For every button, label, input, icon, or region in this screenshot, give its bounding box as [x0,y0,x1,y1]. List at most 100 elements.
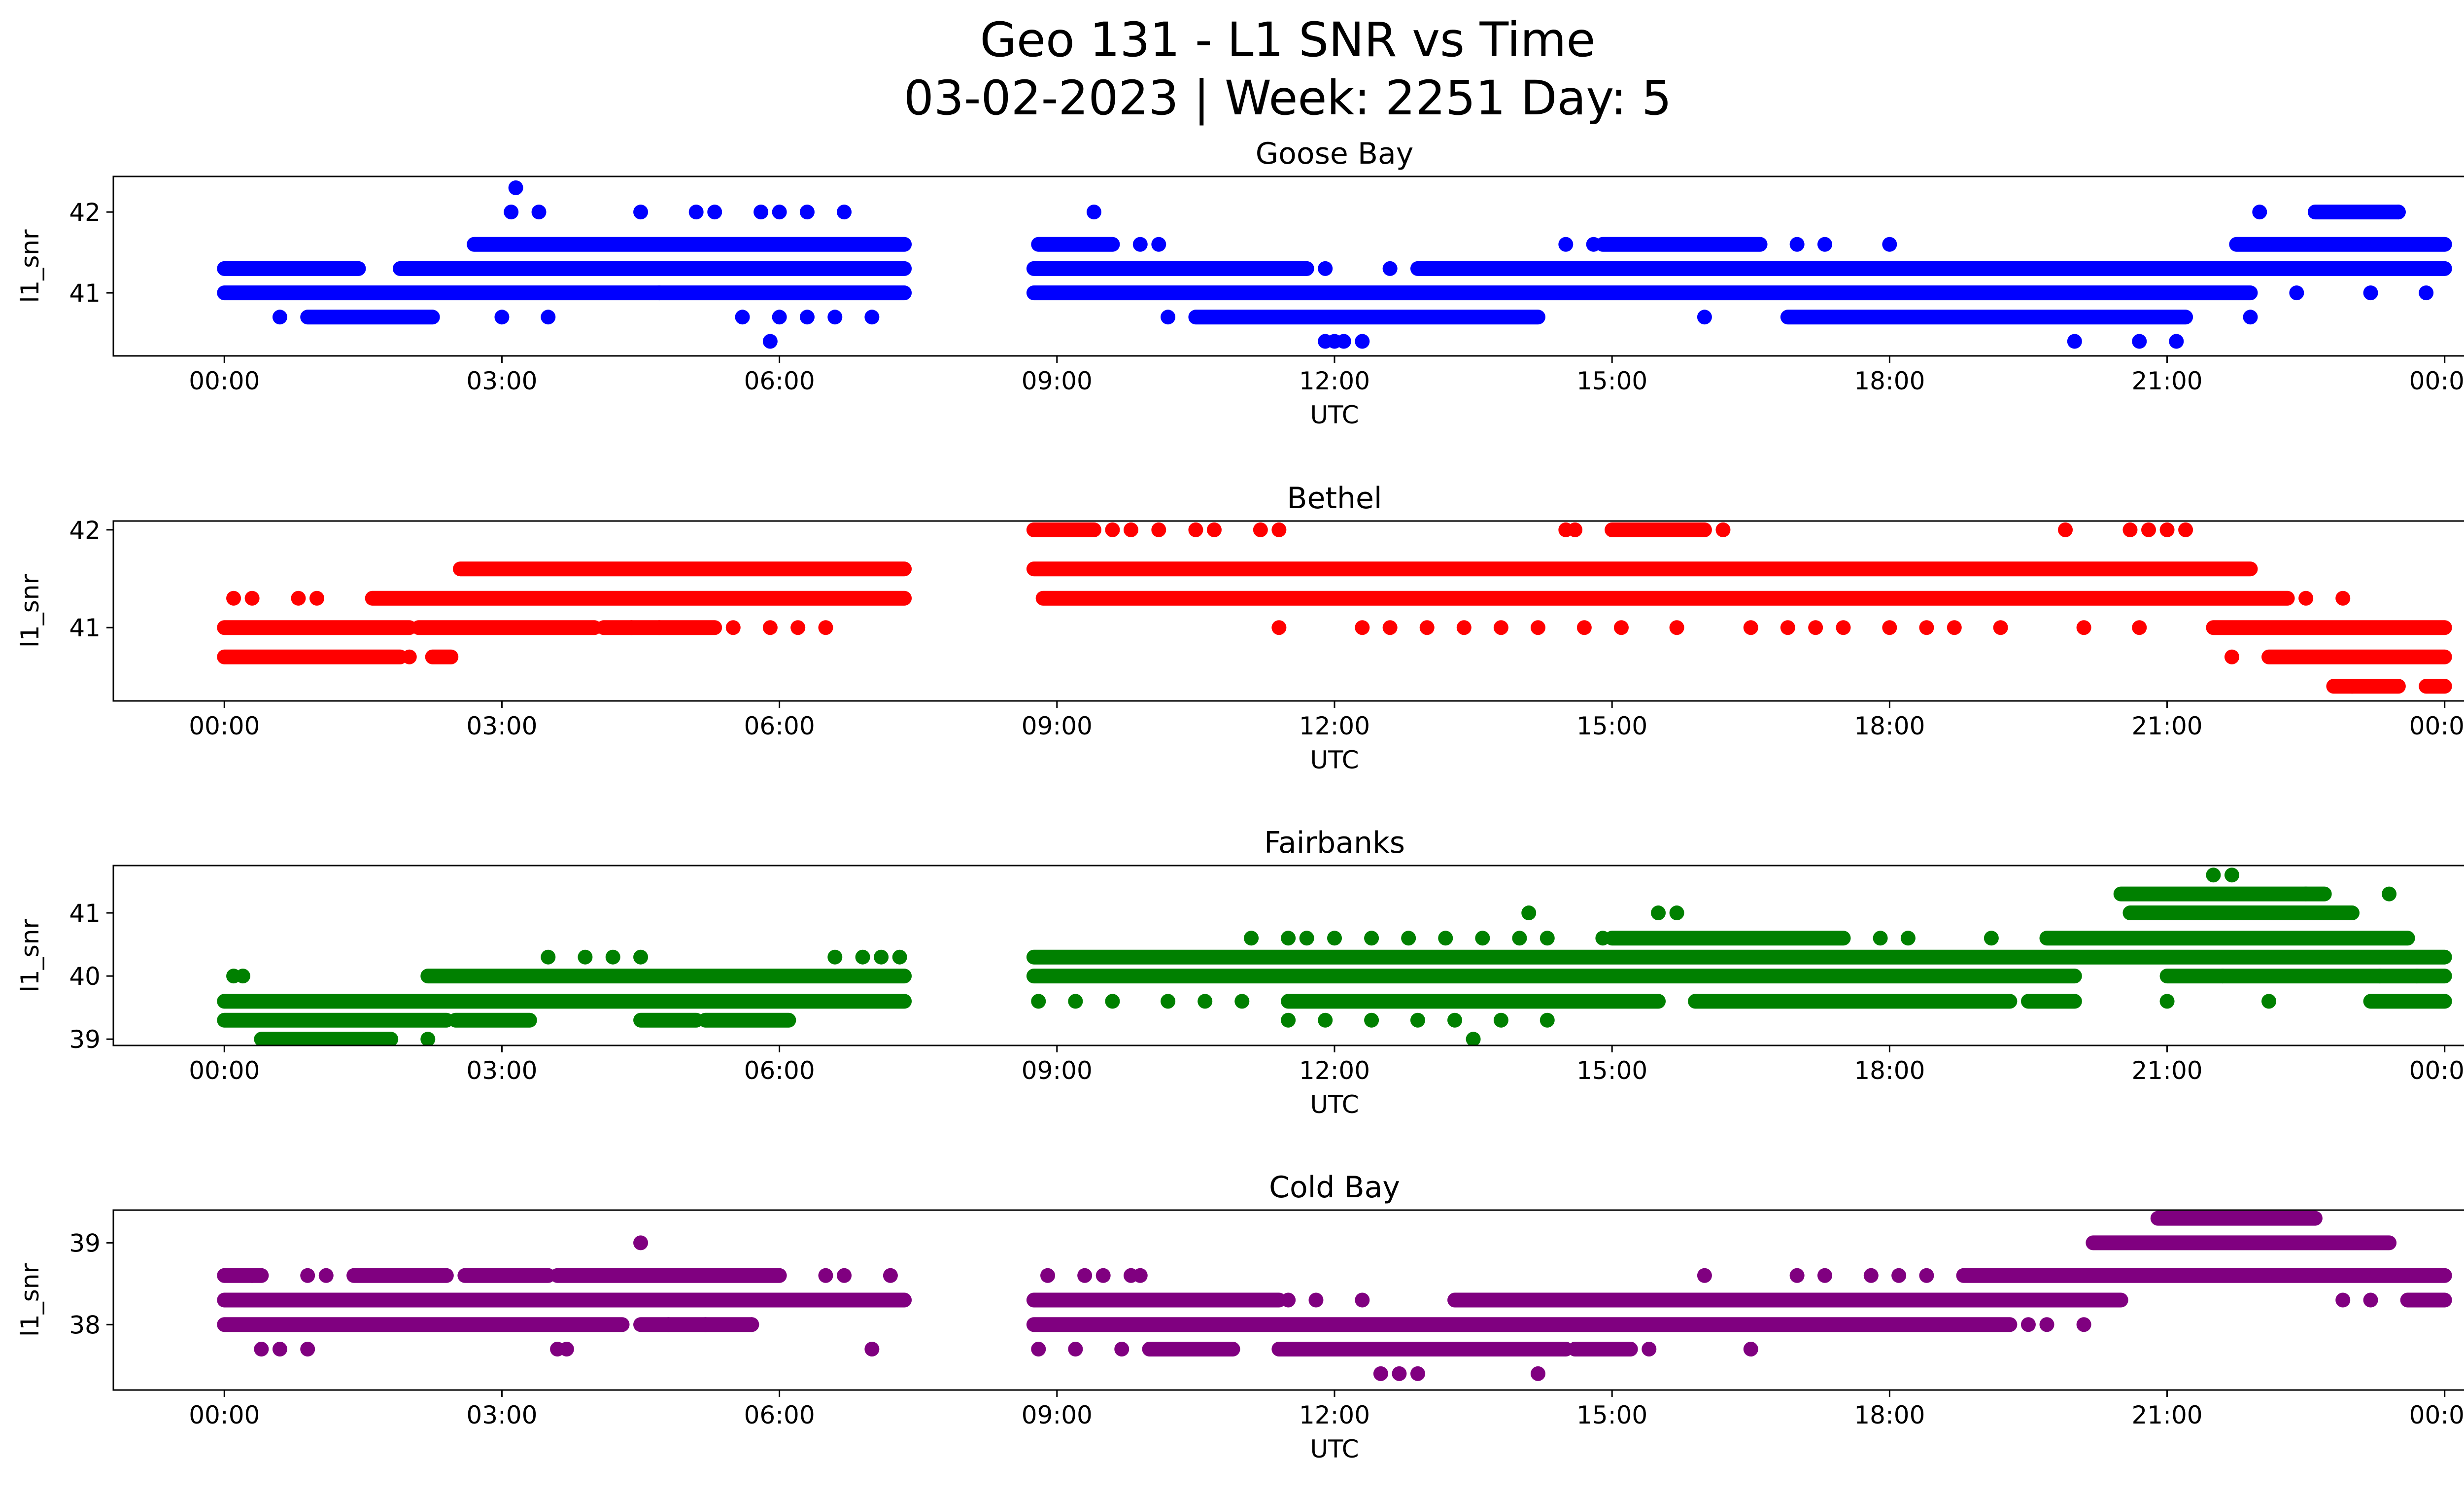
data-point [2122,522,2138,537]
chart-panel-3: 00:00 03:00 06:00 09:00 12:00 15:00 18:00 21:00… [16,826,2464,1119]
data-point [827,949,843,965]
data-point [1364,1012,1379,1028]
data-point [1031,1342,1046,1357]
data-point [2159,994,2175,1009]
y-axis-label: l1_snr [16,574,44,648]
x-axis-label: UTC [1310,1435,1359,1463]
data-point [1993,620,2008,635]
data-point [1540,1012,1555,1028]
data-point [1789,1268,1805,1283]
data-point [651,620,667,635]
data-point [1244,931,1259,946]
data-point [2224,649,2239,664]
data-point [772,310,787,325]
data-point [1817,237,1832,252]
data-point [1271,620,1287,635]
x-tick-label: 00:00 [2409,712,2464,740]
data-point [1576,620,1592,635]
x-tick-label: 15:00 [1576,1056,1647,1085]
data-point [578,949,593,965]
data-point [735,310,750,325]
data-point [2039,1317,2054,1332]
data-point [300,1268,315,1283]
data-point [1984,931,1999,946]
data-point [1669,620,1684,635]
data-point [605,949,620,965]
data-point [2178,522,2193,537]
data-point [1521,905,1537,921]
y-tick-label: 40 [69,962,101,991]
figure-title: Geo 131 - L1 SNR vs Time 03-02-2023 | We… [0,11,2464,127]
x-tick-label: 06:00 [744,712,815,740]
data-point [633,949,649,965]
data-point [799,205,815,220]
data-point [1613,620,1629,635]
data-point [1382,261,1398,276]
data-point [2261,994,2277,1009]
y-tick-label: 42 [69,516,101,545]
data-point [1891,1268,1907,1283]
data-marks [217,522,2452,694]
data-point [818,620,833,635]
data-point [2020,1317,2036,1332]
x-tick-label: 00:00 [189,1056,260,1085]
x-tick-label: 00:00 [2409,1401,2464,1429]
data-point [855,949,870,965]
chart-title: Fairbanks [1264,826,1405,860]
data-point [1651,905,1666,921]
data-point [244,591,260,606]
data-point [1401,931,1416,946]
data-point [2289,285,2304,301]
data-point [1531,620,1545,635]
data-point [2196,261,2212,276]
data-point [1836,620,1851,635]
x-tick-label: 21:00 [2131,1401,2202,1429]
data-point [2419,285,2434,301]
data-point [1077,1268,1093,1283]
data-point [2169,334,2184,349]
data-point [231,261,246,276]
x-axis-label: UTC [1310,401,1359,429]
data-point [633,1235,649,1251]
x-tick-label: 18:00 [1854,1401,1925,1429]
data-point [1512,931,1527,946]
x-tick-label: 03:00 [466,367,537,395]
x-tick-label: 03:00 [466,1056,537,1085]
data-point [725,620,741,635]
data-point [420,1032,436,1045]
data-point [2409,969,2425,984]
y-tick-label: 41 [69,899,101,928]
x-tick-label: 09:00 [1022,367,1093,395]
chart-panel-1: 00:00 03:00 06:00 09:00 12:00 15:00 18:00 21:00… [16,137,2464,429]
x-tick-label: 03:00 [466,712,537,740]
data-point [1068,994,1083,1009]
data-point [1132,1268,1148,1283]
data-point [2132,334,2147,349]
data-point [753,205,769,220]
data-point [226,591,241,606]
data-point [698,1317,713,1332]
x-tick-label: 00:00 [189,367,260,395]
data-point [624,620,639,635]
data-point [1456,620,1472,635]
x-tick-label: 12:00 [1299,1056,1370,1085]
data-point [504,205,519,220]
data-point [1161,310,1176,325]
data-point [1475,931,1490,946]
data-point [541,949,556,965]
x-tick-label: 12:00 [1299,367,1370,395]
data-point [762,334,778,349]
data-point [837,1268,852,1283]
figure-title-line-2: 03-02-2023 | Week: 2251 Day: 5 [903,70,1672,126]
data-point [1355,334,1370,349]
data-point [837,205,852,220]
y-axis-label: l1_snr [16,229,44,303]
data-point [1086,205,1101,220]
data-point [1780,620,1795,635]
data-point [799,310,815,325]
plot-frame [112,520,2464,702]
data-point [1327,931,1342,946]
data-point [2224,868,2239,883]
data-point [2252,205,2267,220]
data-point [1743,1342,1758,1357]
